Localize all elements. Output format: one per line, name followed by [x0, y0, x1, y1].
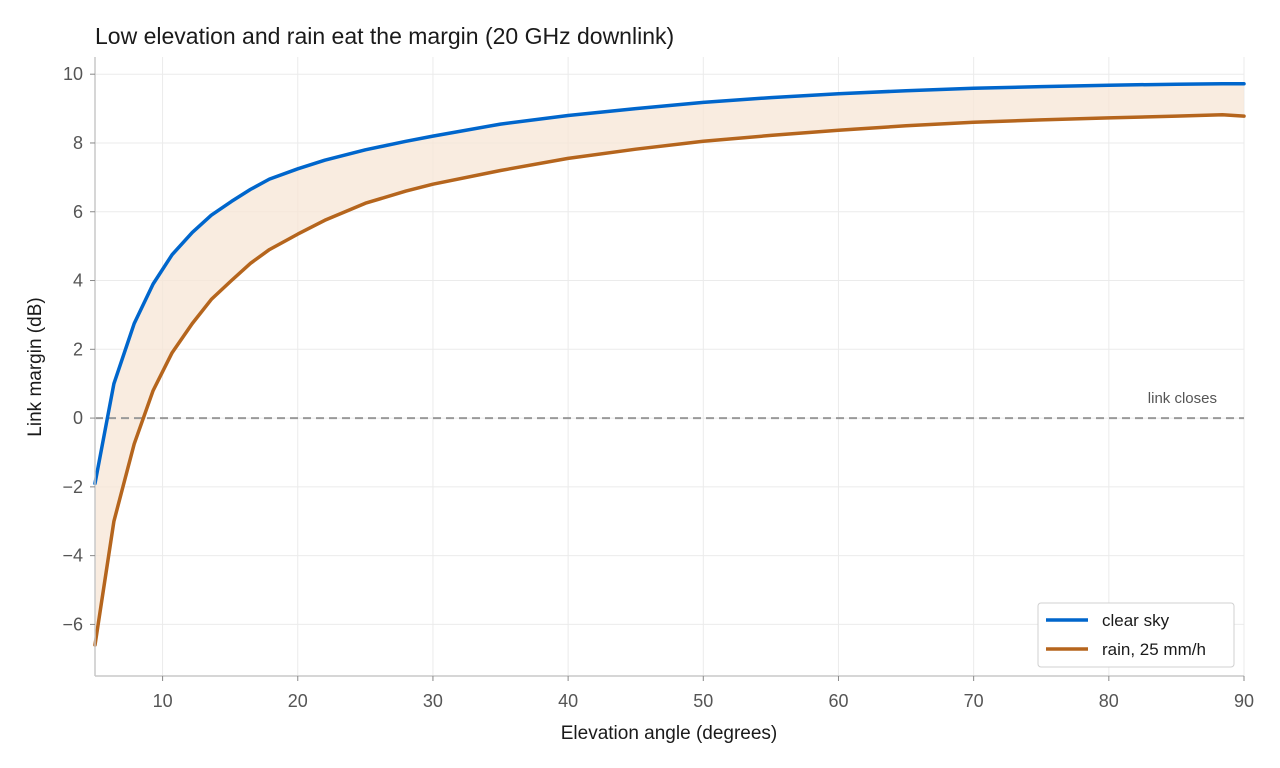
y-tick-label: 8: [73, 133, 83, 153]
y-tick-label: −6: [62, 614, 83, 634]
x-tick-label: 60: [828, 691, 848, 711]
x-ticks: 10 20 30 40 50 60 70 80 90: [153, 676, 1254, 711]
y-tick-label: 2: [73, 339, 83, 359]
x-tick-label: 50: [693, 691, 713, 711]
y-tick-label: 6: [73, 202, 83, 222]
series-lines: [93, 82, 1246, 647]
x-axis-label: Elevation angle (degrees): [561, 723, 778, 744]
series-line-clear-sky: [93, 82, 1246, 486]
x-tick-label: 10: [153, 691, 173, 711]
y-tick-label: 0: [73, 408, 83, 428]
x-tick-label: 80: [1099, 691, 1119, 711]
x-tick-label: 40: [558, 691, 578, 711]
y-axis-label: Link margin (dB): [25, 297, 46, 436]
x-tick-label: 30: [423, 691, 443, 711]
y-tick-label: −4: [62, 546, 83, 566]
rain-fade-band: [95, 83, 1244, 646]
x-tick-label: 20: [288, 691, 308, 711]
legend-label-rain: rain, 25 mm/h: [1102, 640, 1206, 659]
y-ticks: −6 −4 −2 0 2 4 6 8 10: [62, 64, 95, 634]
y-tick-label: −2: [62, 477, 83, 497]
x-tick-label: 90: [1234, 691, 1254, 711]
legend-label-clear-sky: clear sky: [1102, 611, 1170, 630]
y-tick-label: 10: [63, 64, 83, 84]
series-line-rain: [93, 113, 1246, 647]
grid: [95, 57, 1245, 676]
x-tick-label: 70: [964, 691, 984, 711]
chart-title: Low elevation and rain eat the margin (2…: [95, 23, 674, 49]
y-tick-label: 4: [73, 271, 83, 291]
legend: clear sky rain, 25 mm/h: [1037, 602, 1235, 668]
link-closes-label: link closes: [1148, 390, 1217, 407]
